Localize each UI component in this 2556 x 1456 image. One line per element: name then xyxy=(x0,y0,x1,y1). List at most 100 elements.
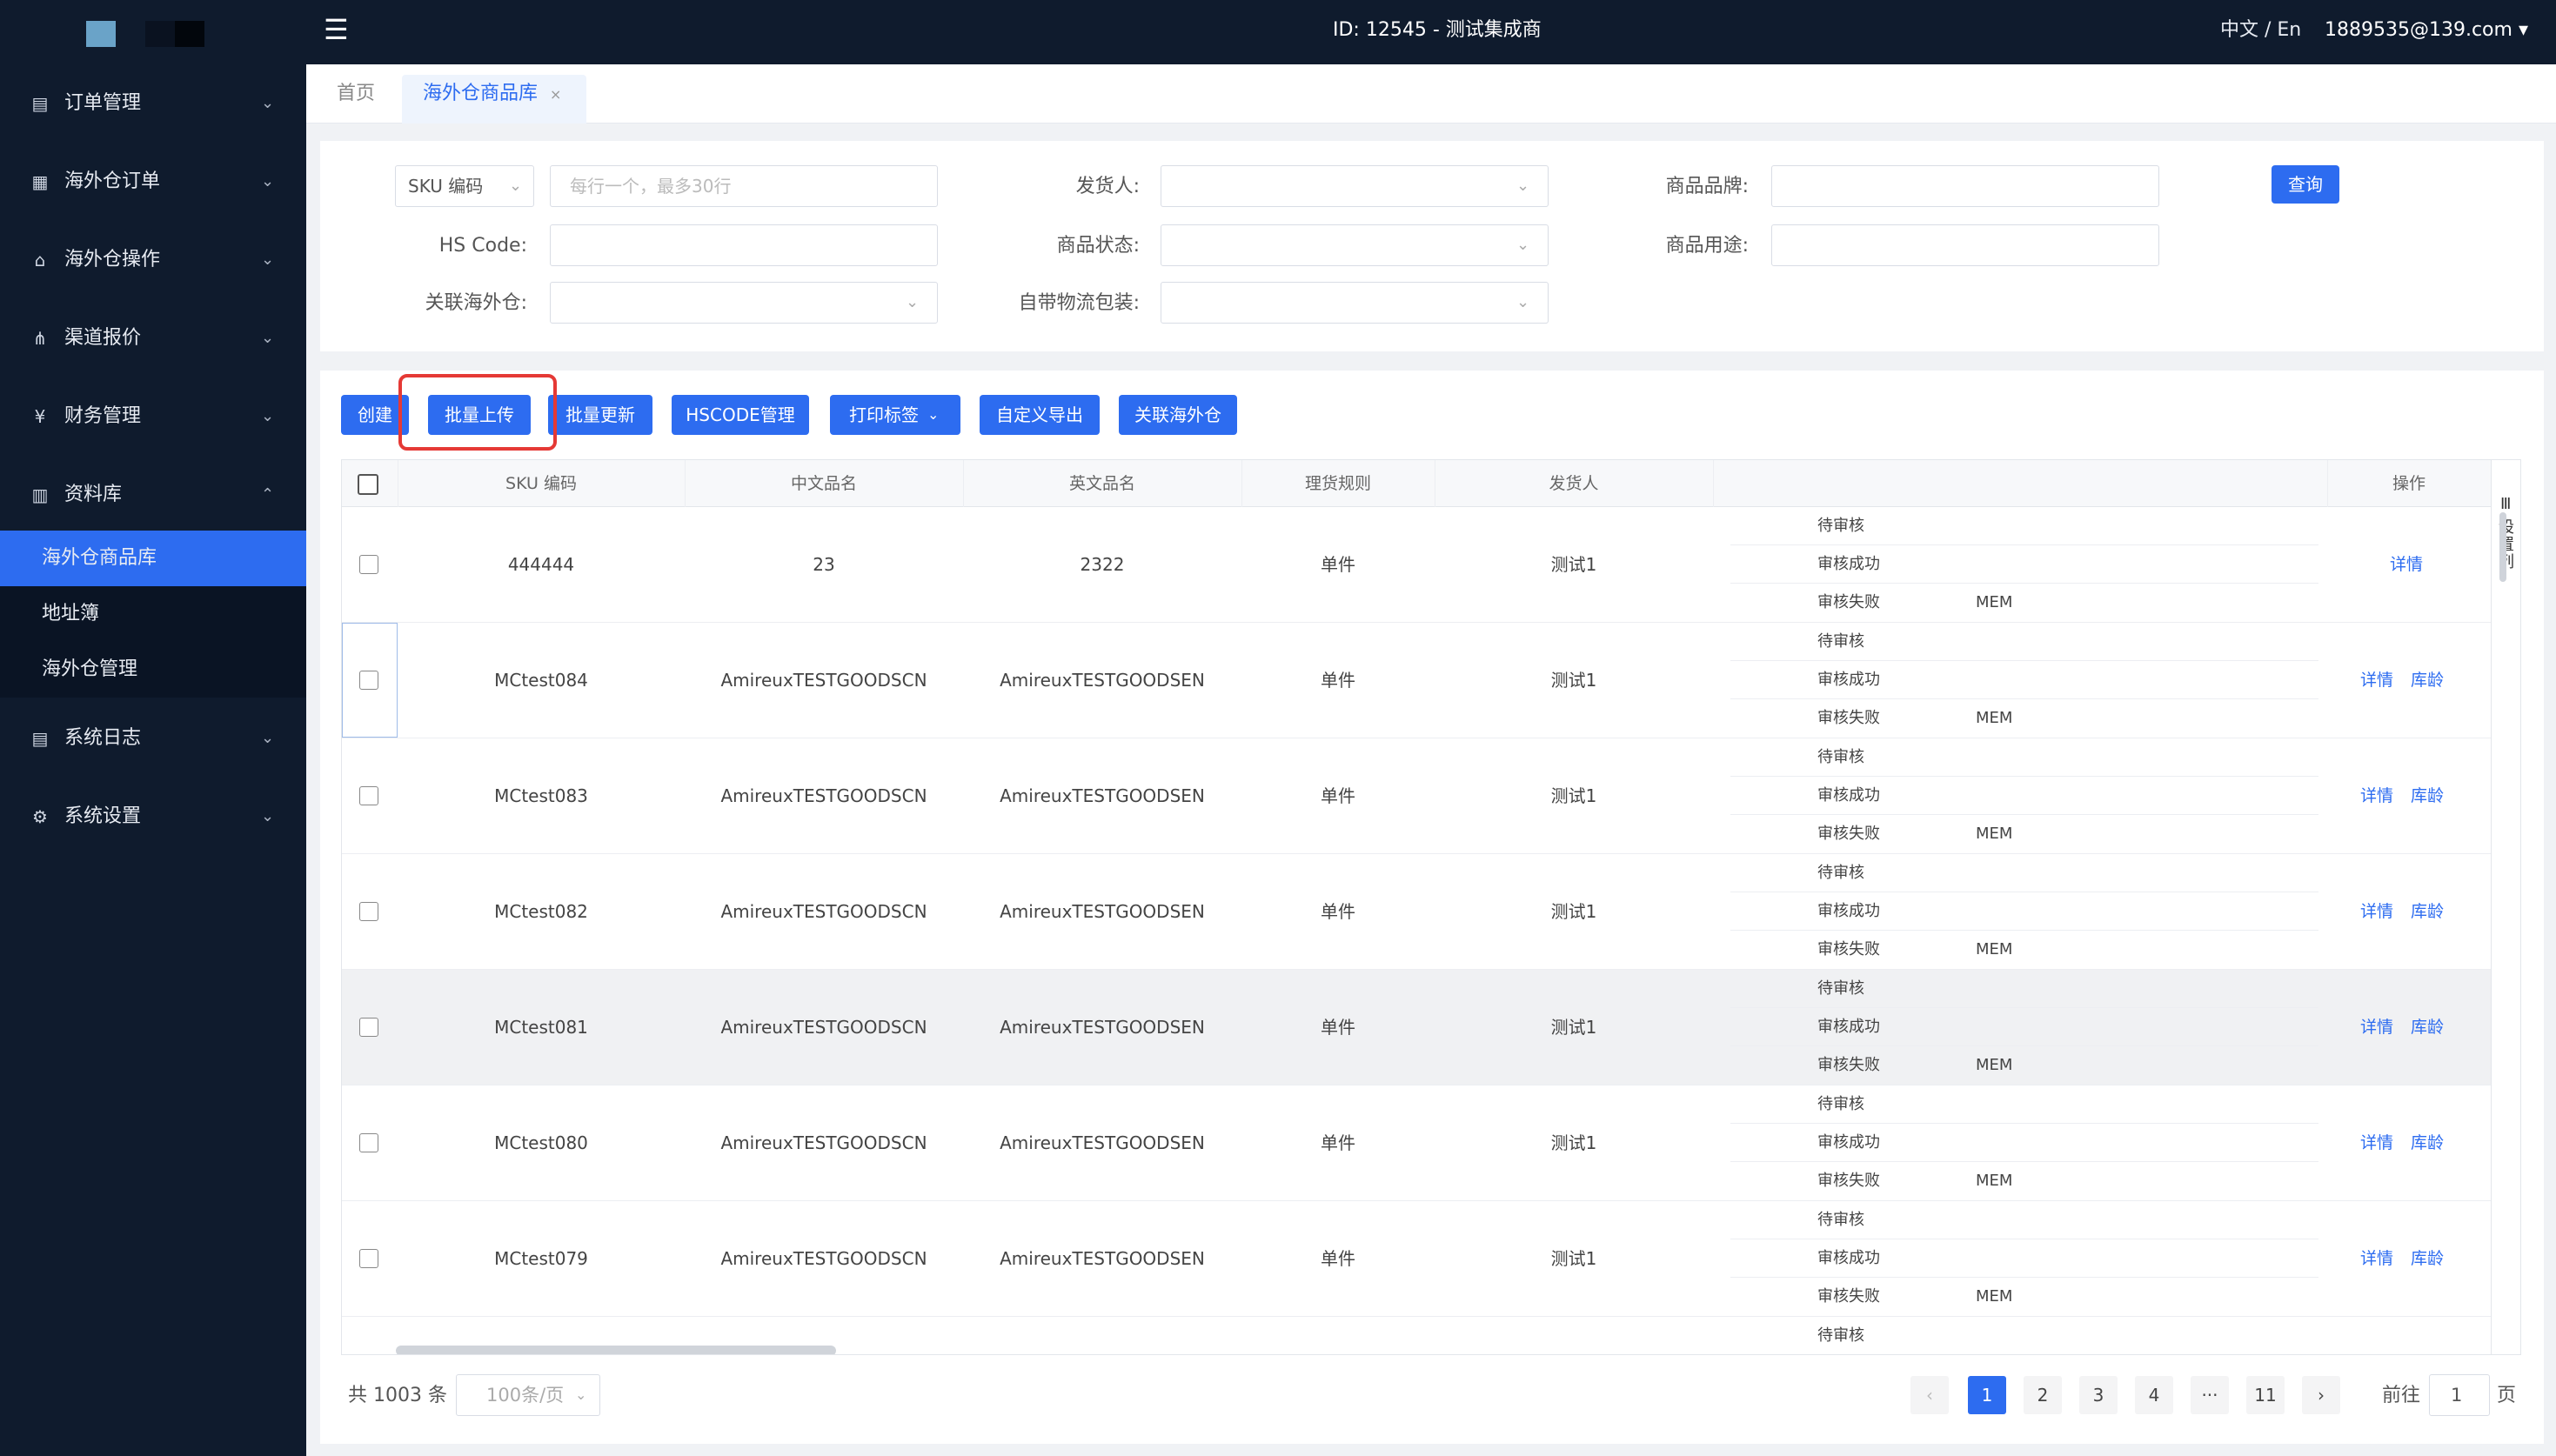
stock-age-link[interactable]: 库龄 xyxy=(2411,1249,2445,1268)
sidebar-item-overseas-orders[interactable]: ▦ 海外仓订单 ⌄ xyxy=(0,143,306,221)
detail-link[interactable]: 详情 xyxy=(2360,1018,2394,1037)
sidebar-item-overseas-operations[interactable]: ⌂ 海外仓操作 ⌄ xyxy=(0,221,306,299)
top-bar: ☰ ID: 12545 - 测试集成商 中文 / En 1889535@139.… xyxy=(306,0,2556,64)
shipper-select[interactable]: ⌄ xyxy=(1161,165,1549,207)
sidebar-item-warehouse-management[interactable]: 海外仓管理 xyxy=(0,642,306,698)
batch-upload-button[interactable]: 批量上传 xyxy=(428,395,531,435)
detail-link[interactable]: 详情 xyxy=(2360,671,2394,690)
hscode-manage-button[interactable]: HSCODE管理 xyxy=(672,395,809,435)
row-checkbox[interactable] xyxy=(359,1249,378,1268)
detail-link[interactable]: 详情 xyxy=(2360,1249,2394,1268)
row-checkbox[interactable] xyxy=(359,902,378,921)
row-checkbox[interactable] xyxy=(359,1133,378,1152)
custom-export-button[interactable]: 自定义导出 xyxy=(980,395,1100,435)
row-checkbox[interactable] xyxy=(359,555,378,574)
row-checkbox[interactable] xyxy=(359,786,378,805)
sku-cell: MCtest080 xyxy=(494,1132,588,1153)
sku-type-select[interactable]: SKU 编码 ⌄ xyxy=(395,165,534,207)
sku-input[interactable]: 每行一个，最多30行 xyxy=(550,165,938,207)
status-text: 待审核 xyxy=(1817,1211,1864,1229)
create-button[interactable]: 创建 xyxy=(341,395,409,435)
detail-link[interactable]: 详情 xyxy=(2360,786,2394,805)
page-header-title: ID: 12545 - 测试集成商 xyxy=(1333,19,1542,41)
row-checkbox-focus xyxy=(342,623,398,738)
tab-home[interactable]: 首页 xyxy=(325,75,386,124)
brand-input[interactable] xyxy=(1771,165,2159,207)
close-icon[interactable]: × xyxy=(550,86,562,103)
select-all-checkbox[interactable] xyxy=(358,474,378,495)
detail-link[interactable]: 详情 xyxy=(2360,1133,2394,1152)
sidebar-item-orders[interactable]: ▤ 订单管理 ⌄ xyxy=(0,64,306,143)
prev-page-button[interactable]: ‹ xyxy=(1910,1376,1949,1414)
table-row[interactable]: MCtest081 AmireuxTESTGOODSCN AmireuxTESTGO… xyxy=(342,970,2491,1085)
sidebar-item-channel-quotes[interactable]: ⋔ 渠道报价 ⌄ xyxy=(0,299,306,377)
status-line: 待审核 xyxy=(1730,1317,2318,1354)
stock-age-link[interactable]: 库龄 xyxy=(2411,902,2445,921)
page-button-3[interactable]: 3 xyxy=(2079,1376,2118,1414)
sidebar-item-finance[interactable]: ¥ 财务管理 ⌄ xyxy=(0,377,306,456)
sidebar-item-library[interactable]: ▥ 资料库 ⌃ xyxy=(0,456,306,534)
chevron-down-icon: ⌄ xyxy=(261,729,275,747)
page-button-2[interactable]: 2 xyxy=(2024,1376,2062,1414)
column-settings[interactable]: Ⅲ 设置列 xyxy=(2491,460,2520,1354)
next-page-button[interactable]: › xyxy=(2302,1376,2340,1414)
stock-age-link[interactable]: 库龄 xyxy=(2411,786,2445,805)
sidebar-item-system-settings[interactable]: ⚙ 系统设置 ⌄ xyxy=(0,778,306,856)
table-row[interactable]: MCtest080 AmireuxTESTGOODSCN AmireuxTESTGO… xyxy=(342,1085,2491,1201)
stock-age-link[interactable]: 库龄 xyxy=(2411,1018,2445,1037)
page-ellipsis-button[interactable]: ··· xyxy=(2191,1376,2229,1414)
annotation-highlight-box xyxy=(398,374,557,451)
status-text: 待审核 xyxy=(1817,517,1864,535)
product-usage-input[interactable] xyxy=(1771,224,2159,266)
table-row[interactable]: MCtest082 AmireuxTESTGOODSCN AmireuxTESTGO… xyxy=(342,854,2491,970)
column-header-sku[interactable]: SKU 编码 xyxy=(505,474,577,493)
stock-age-link[interactable]: 库龄 xyxy=(2411,671,2445,690)
table-row[interactable]: MCtest084 AmireuxTESTGOODSCN AmireuxTESTGO… xyxy=(342,623,2491,738)
page-button-11[interactable]: 11 xyxy=(2246,1376,2285,1414)
print-label-button[interactable]: 打印标签 ⌄ xyxy=(830,395,960,435)
goto-page-input[interactable]: 1 xyxy=(2429,1374,2490,1416)
warehouse-select[interactable]: ⌄ xyxy=(550,282,938,324)
table-row[interactable]: MCtest083 AmireuxTESTGOODSCN AmireuxTESTGO… xyxy=(342,738,2491,854)
product-status-select[interactable]: ⌄ xyxy=(1161,224,1549,266)
batch-update-button[interactable]: 批量更新 xyxy=(548,395,652,435)
row-checkbox[interactable] xyxy=(359,671,378,690)
column-header-cn-name[interactable]: 中文品名 xyxy=(790,474,857,493)
user-menu[interactable]: 1889535@139.com ▾ xyxy=(2325,19,2528,41)
chevron-down-icon: ⌄ xyxy=(261,250,275,269)
table-row[interactable]: MCtest079 AmireuxTESTGOODSCN AmireuxTESTGO… xyxy=(342,1201,2491,1317)
sidebar-item-label: 海外仓管理 xyxy=(42,658,138,680)
shipper-cell: 测试1 xyxy=(1550,1132,1597,1153)
detail-link[interactable]: 详情 xyxy=(2360,902,2394,921)
sidebar-item-address-book[interactable]: 地址簿 xyxy=(0,586,306,642)
sidebar-item-system-log[interactable]: ▤ 系统日志 ⌄ xyxy=(0,699,306,778)
column-header-shipper[interactable]: 发货人 xyxy=(1549,474,1599,493)
chevron-down-icon: ⌄ xyxy=(1516,177,1530,195)
column-header-en-name[interactable]: 英文品名 xyxy=(1068,474,1135,493)
vertical-scrollbar[interactable] xyxy=(2499,512,2506,582)
chevron-down-icon: ⌄ xyxy=(509,177,523,195)
stock-age-link[interactable]: 库龄 xyxy=(2411,1133,2445,1152)
table-row[interactable]: 444444 23 2322 单件 测试1 待审核 审核成功 审核失败 MEM 详情 xyxy=(342,507,2491,623)
page-button-1[interactable]: 1 xyxy=(1968,1376,2006,1414)
page-button-4[interactable]: 4 xyxy=(2135,1376,2173,1414)
query-button[interactable]: 查询 xyxy=(2272,165,2339,204)
status-note: MEM xyxy=(1976,593,2013,611)
language-switch[interactable]: 中文 / En xyxy=(2220,19,2302,41)
rule-cell: 单件 xyxy=(1321,670,1355,691)
menu-fold-icon[interactable]: ☰ xyxy=(324,13,349,46)
tab-overseas-product-library[interactable]: 海外仓商品库 × xyxy=(402,75,586,124)
hscode-input[interactable] xyxy=(550,224,938,266)
column-header-rule[interactable]: 理货规则 xyxy=(1304,474,1371,493)
link-warehouse-button[interactable]: 关联海外仓 xyxy=(1119,395,1237,435)
status-text: 审核成功 xyxy=(1817,902,1880,920)
status-note: MEM xyxy=(1976,709,2013,727)
sidebar-item-overseas-product-library[interactable]: 海外仓商品库 xyxy=(0,531,306,586)
product-usage-label: 商品用途: xyxy=(1665,235,1749,257)
status-text: 审核失败 xyxy=(1817,825,1880,843)
row-checkbox[interactable] xyxy=(359,1018,378,1037)
page-size-select[interactable]: 100条/页 ⌄ xyxy=(456,1374,600,1416)
horizontal-scrollbar[interactable] xyxy=(396,1346,836,1354)
logistics-package-select[interactable]: ⌄ xyxy=(1161,282,1549,324)
detail-link[interactable]: 详情 xyxy=(2390,555,2424,574)
